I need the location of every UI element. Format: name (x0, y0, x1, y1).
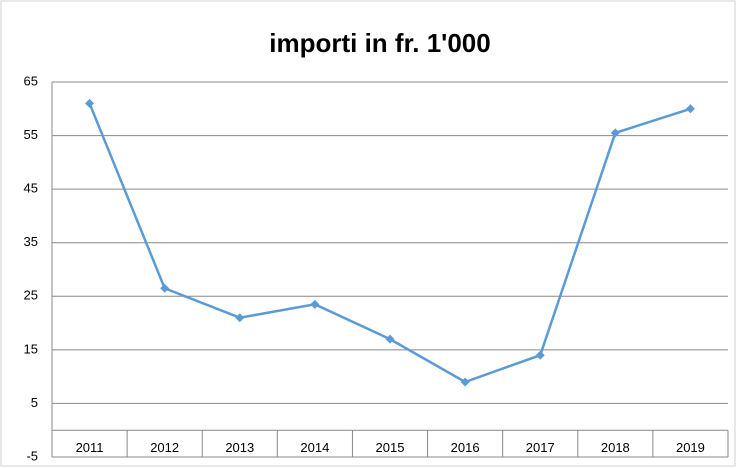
x-tick-label: 2013 (225, 440, 254, 455)
x-tick-label: 2012 (150, 440, 179, 455)
marker (235, 313, 245, 323)
y-tick-label: 65 (24, 73, 38, 88)
marker (610, 128, 620, 138)
x-tick-label: 2019 (676, 440, 705, 455)
marker (535, 350, 545, 360)
marker (460, 377, 470, 387)
x-tick-label: 2016 (451, 440, 480, 455)
x-tick-label: 2011 (76, 440, 104, 455)
x-tick-label: 2014 (300, 440, 329, 455)
y-tick-label: 35 (24, 234, 38, 249)
y-tick-label: 55 (24, 127, 38, 142)
marker (310, 299, 320, 309)
y-tick-label: 5 (31, 395, 38, 410)
marker (160, 283, 170, 293)
x-tick-label: 2015 (376, 440, 405, 455)
marker (685, 104, 695, 114)
y-tick-label: 15 (24, 341, 38, 356)
marker (85, 98, 95, 108)
y-tick-label: -5 (26, 448, 38, 463)
y-tick-label: 25 (24, 288, 38, 303)
x-tick-label: 2017 (526, 440, 555, 455)
marker (385, 334, 395, 344)
x-tick-label: 2018 (601, 440, 630, 455)
chart-title: importi in fr. 1'000 (269, 28, 490, 58)
y-tick-label: 45 (24, 181, 38, 196)
